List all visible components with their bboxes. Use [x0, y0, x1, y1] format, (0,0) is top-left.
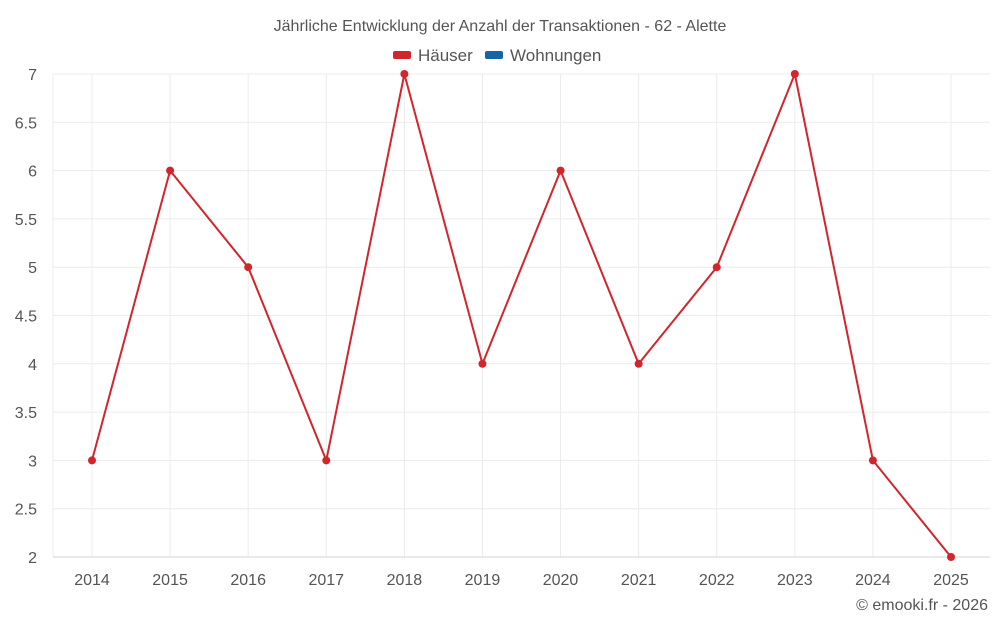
y-tick-label: 7	[28, 67, 37, 84]
chart-title: Jährliche Entwicklung der Anzahl der Tra…	[274, 18, 727, 35]
grid	[52, 73, 990, 558]
y-tick-label: 5	[28, 260, 37, 277]
y-tick-label: 5.5	[15, 212, 37, 229]
x-tick-label: 2021	[621, 572, 657, 589]
x-tick-label: 2018	[387, 572, 423, 589]
data-point[interactable]	[634, 359, 643, 368]
data-point[interactable]	[88, 456, 96, 465]
legend-label-haeuser: Häuser	[418, 46, 473, 65]
legend-swatch-wohnungen	[485, 51, 503, 59]
x-tick-label: 2022	[699, 572, 735, 589]
data-point[interactable]	[712, 263, 721, 272]
data-point[interactable]	[556, 166, 565, 175]
legend-item-haeuser[interactable]: Häuser	[393, 46, 473, 65]
y-tick-label: 3.5	[15, 405, 37, 422]
y-tick-label: 6.5	[15, 115, 37, 132]
data-point[interactable]	[478, 359, 487, 368]
x-tick-label: 2019	[465, 572, 501, 589]
legend-label-wohnungen: Wohnungen	[510, 46, 601, 65]
x-tick-label: 2017	[308, 572, 344, 589]
credit-text: © emooki.fr - 2026	[856, 597, 988, 614]
x-tick-label: 2020	[543, 572, 579, 589]
x-tick-label: 2025	[933, 572, 969, 589]
data-point[interactable]	[400, 70, 409, 78]
data-point[interactable]	[947, 553, 955, 561]
legend-item-wohnungen[interactable]: Wohnungen	[485, 46, 601, 65]
x-tick-label: 2016	[230, 572, 266, 589]
data-point[interactable]	[790, 70, 799, 78]
series-line-0	[91, 73, 952, 558]
data-point[interactable]	[166, 166, 175, 175]
data-point[interactable]	[868, 456, 877, 465]
data-point[interactable]	[322, 456, 331, 465]
y-axis-ticks: 2 2.5 3 3.5 4 4.5 5 5.5 6 6.5 7	[15, 67, 37, 567]
legend: Häuser Wohnungen	[393, 46, 601, 65]
x-tick-label: 2015	[152, 572, 188, 589]
y-tick-label: 2.5	[15, 502, 37, 519]
y-tick-label: 4.5	[15, 309, 37, 326]
x-axis-ticks: 2014 2015 2016 2017 2018 2019 2020 2021 2022 2023…	[74, 572, 969, 589]
x-tick-label: 2023	[777, 572, 813, 589]
x-tick-label: 2014	[74, 572, 110, 589]
y-tick-label: 3	[28, 453, 37, 470]
series-layer	[88, 70, 955, 561]
y-tick-label: 6	[28, 164, 37, 181]
y-tick-label: 4	[28, 357, 37, 374]
y-tick-label: 2	[28, 550, 37, 567]
data-point[interactable]	[244, 263, 253, 272]
x-tick-label: 2024	[855, 572, 891, 589]
legend-swatch-haeuser	[393, 51, 411, 59]
